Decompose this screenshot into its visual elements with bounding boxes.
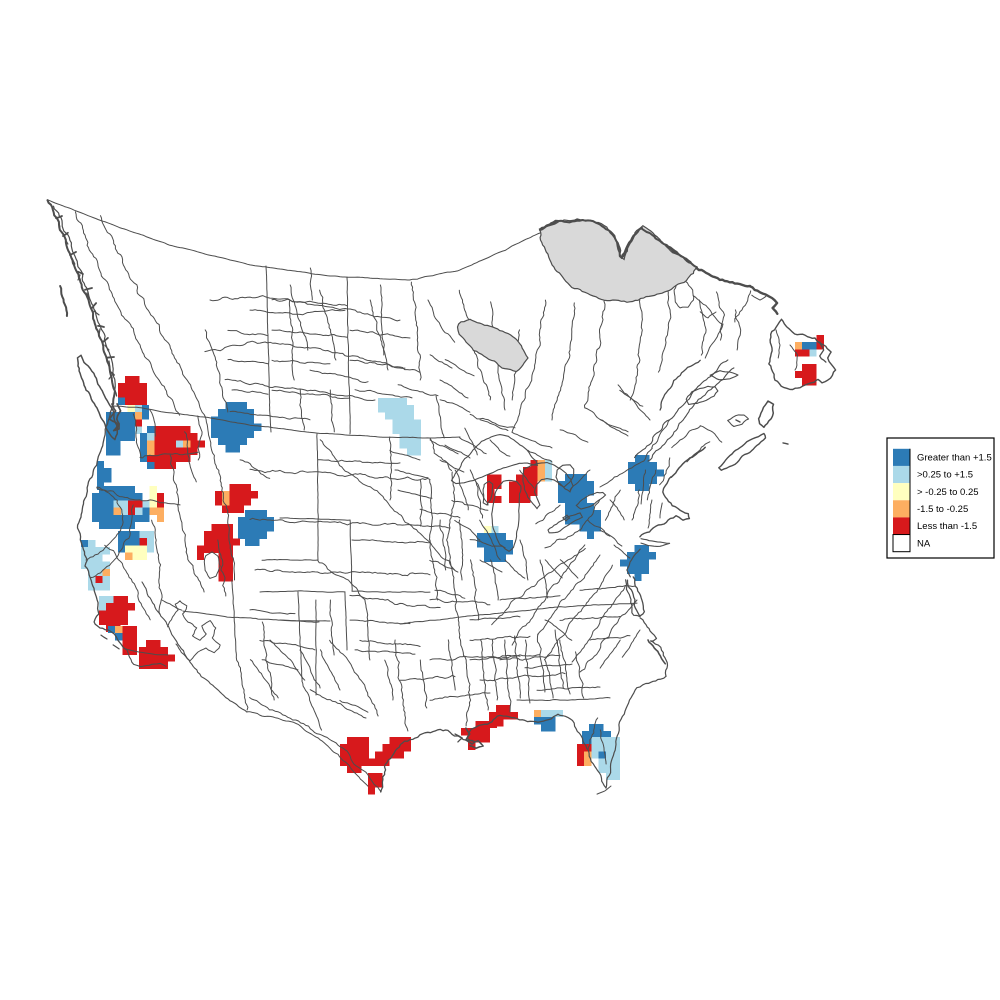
svg-text:NA: NA (917, 538, 931, 549)
svg-text:Less than -1.5: Less than -1.5 (917, 521, 977, 532)
svg-text:-1.5 to -0.25: -1.5 to -0.25 (917, 504, 968, 515)
svg-text:>0.25 to +1.5: >0.25 to +1.5 (917, 470, 973, 481)
svg-text:> -0.25 to 0.25: > -0.25 to 0.25 (917, 487, 979, 498)
svg-text:Greater than +1.5: Greater than +1.5 (917, 453, 992, 464)
